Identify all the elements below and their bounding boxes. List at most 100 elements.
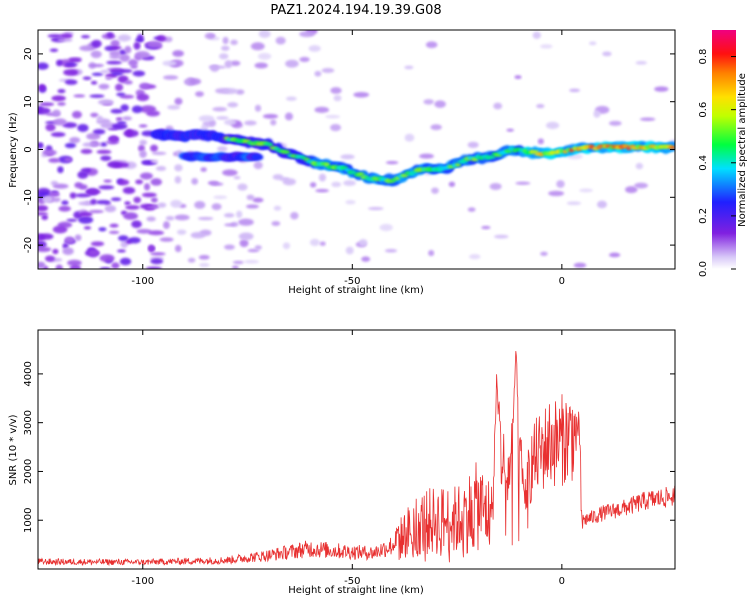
spectrogram-background-cell bbox=[146, 216, 156, 222]
spectrogram-background-cell bbox=[233, 175, 241, 180]
spectrogram-background-cell bbox=[146, 205, 160, 209]
spectrogram-background-cell bbox=[221, 45, 230, 51]
spectrogram-background-cell bbox=[131, 220, 142, 229]
spectrogram-background-cell bbox=[232, 260, 244, 265]
spectrogram-background-cell bbox=[62, 122, 78, 129]
spectrogram-background-cell bbox=[609, 120, 622, 126]
spectrogram-background-cell bbox=[425, 41, 438, 49]
spectrogram-background-cell bbox=[58, 205, 71, 212]
spectrogram-background-cell bbox=[69, 136, 81, 144]
spectrogram-background-cell bbox=[131, 105, 143, 114]
spectrogram-background-cell bbox=[239, 239, 249, 248]
spectrogram-background-cell bbox=[110, 197, 122, 202]
spectrogram-background-cell bbox=[273, 205, 282, 211]
spectrogram-y-tick-label: 20 bbox=[23, 48, 34, 61]
spectrogram-background-cell bbox=[79, 45, 95, 52]
spectrogram-background-cell bbox=[106, 32, 114, 38]
snr-x-tick-label: 0 bbox=[559, 576, 565, 587]
spectrogram-background-cell bbox=[60, 33, 73, 39]
snr-y-label: SNR (10 * v/v) bbox=[8, 414, 19, 485]
spectrogram-background-cell bbox=[224, 223, 237, 227]
spectrogram-background-cell bbox=[133, 196, 142, 204]
spectrogram-background-cell bbox=[162, 221, 170, 230]
spectrogram-background-cell bbox=[162, 60, 177, 66]
spectrogram-background-cell bbox=[139, 150, 147, 159]
spectrogram-background-cell bbox=[197, 216, 214, 221]
spectrogram-background-cell bbox=[258, 30, 271, 38]
spectrogram-ridge-core bbox=[283, 150, 291, 154]
spectrogram-background-cell bbox=[47, 34, 63, 38]
spectrogram-background-cell bbox=[167, 104, 181, 110]
spectrogram-background-cell bbox=[136, 93, 150, 102]
spectrogram-background-cell bbox=[224, 244, 235, 250]
spectrogram-background-cell bbox=[148, 230, 165, 236]
spectrogram-background-cell bbox=[200, 167, 207, 172]
spectrogram-background-cell bbox=[189, 78, 202, 85]
spectrogram-background-cell bbox=[38, 84, 46, 91]
spectrogram-heatmap bbox=[38, 30, 675, 269]
spectrogram-background-cell bbox=[89, 209, 104, 214]
spectrogram-background-cell bbox=[174, 175, 182, 184]
colorbar-tick-label: 0.6 bbox=[698, 102, 709, 118]
spectrogram-background-cell bbox=[138, 124, 148, 128]
spectrogram-background-cell bbox=[213, 195, 228, 200]
spectrogram-background-cell bbox=[57, 38, 73, 42]
spectrogram-background-cell bbox=[86, 133, 101, 140]
spectrogram-background-cell bbox=[211, 203, 222, 211]
spectrogram-background-cell bbox=[51, 95, 66, 102]
spectrogram-background-cell bbox=[110, 45, 122, 50]
spectrogram-background-cell bbox=[64, 142, 77, 149]
snr-y-ticks: 1000 2000 3000 4000 bbox=[23, 361, 675, 533]
spectrogram-background-cell bbox=[150, 159, 159, 163]
spectrogram-background-cell bbox=[315, 188, 330, 193]
spectrogram-background-cell bbox=[428, 249, 435, 257]
spectrogram-background-cell bbox=[223, 213, 235, 218]
spectrogram-background-cell bbox=[104, 205, 117, 213]
spectrogram-background-cell bbox=[195, 91, 204, 97]
spectrogram-x-tick-label: -50 bbox=[344, 276, 360, 287]
spectrogram-background-cell bbox=[128, 59, 138, 67]
spectrogram-background-cell bbox=[89, 142, 102, 147]
spectrogram-background-cell bbox=[118, 235, 129, 242]
spectrogram-background-cell bbox=[150, 258, 164, 265]
spectrogram-background-cell bbox=[64, 236, 75, 244]
spectrogram-background-cell bbox=[99, 69, 110, 74]
spectrogram-background-cell bbox=[385, 161, 399, 165]
spectrogram-background-cell bbox=[218, 53, 229, 60]
spectrogram-background-cell bbox=[254, 104, 262, 112]
colorbar-gradient bbox=[712, 30, 736, 269]
spectrogram-background-cell bbox=[147, 40, 162, 48]
spectrogram-background-cell bbox=[109, 50, 121, 58]
spectrogram-background-cell bbox=[333, 94, 342, 102]
spectrogram-background-cell bbox=[82, 76, 92, 81]
figure-title: PAZ1.2024.194.19.39.G08 bbox=[270, 3, 441, 18]
spectrogram-background-cell bbox=[45, 123, 56, 132]
spectrogram-background-cell bbox=[98, 227, 107, 232]
spectrogram-background-cell bbox=[64, 79, 78, 85]
spectrogram-background-cell bbox=[57, 88, 66, 94]
spectrogram-background-cell bbox=[133, 41, 141, 50]
spectrogram-background-cell bbox=[345, 199, 356, 205]
spectrogram-background-cell bbox=[198, 255, 210, 260]
spectrogram-background-cell bbox=[78, 201, 94, 206]
spectrogram-background-cell bbox=[654, 86, 669, 92]
spectrogram-background-cell bbox=[103, 179, 112, 183]
spectrogram-background-cell bbox=[140, 172, 153, 180]
spectrogram-background-cell bbox=[569, 88, 581, 93]
spectrogram-background-cell bbox=[74, 182, 83, 189]
spectrogram-background-cell bbox=[515, 181, 531, 185]
spectrogram-background-cell bbox=[231, 265, 239, 269]
spectrogram-background-cell bbox=[494, 234, 509, 239]
colorbar-ticks: 0.0 0.2 0.4 0.6 0.8 bbox=[698, 49, 736, 277]
spectrogram-background-cell bbox=[367, 207, 384, 211]
spectrogram-background-cell bbox=[254, 245, 262, 250]
spectrogram-background-cell bbox=[157, 202, 167, 208]
spectrogram-background-cell bbox=[42, 195, 54, 203]
snr-x-tick-label: -100 bbox=[131, 576, 154, 587]
spectrogram-background-cell bbox=[275, 36, 286, 45]
spectrogram-background-cell bbox=[100, 155, 112, 161]
spectrogram-background-cell bbox=[331, 181, 342, 188]
snr-y-tick-label: 4000 bbox=[23, 361, 34, 386]
spectrogram-background-cell bbox=[63, 69, 79, 76]
